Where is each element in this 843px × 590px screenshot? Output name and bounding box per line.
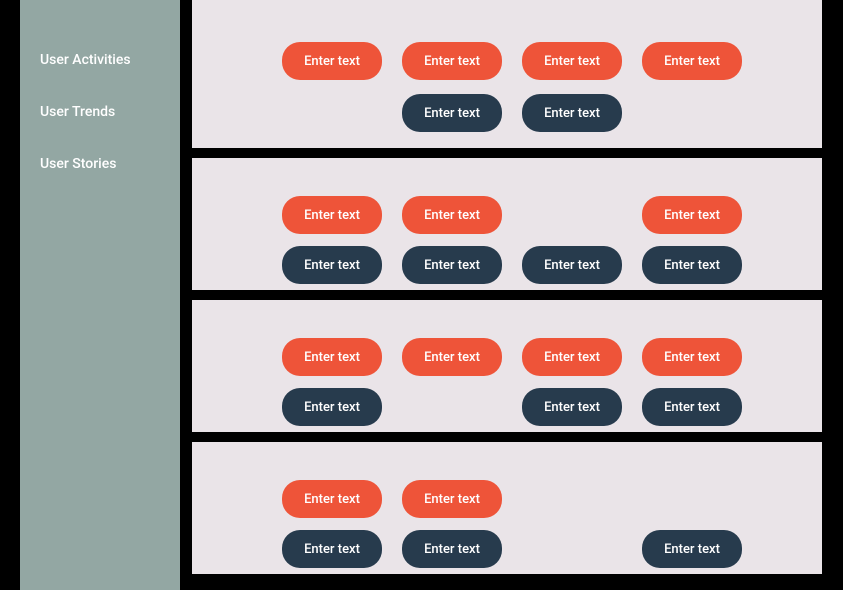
card-label: Enter text (664, 400, 720, 415)
story-card[interactable]: Enter text (642, 388, 742, 426)
story-card[interactable]: Enter text (522, 338, 622, 376)
card-label: Enter text (424, 350, 480, 365)
story-card[interactable]: Enter text (522, 388, 622, 426)
story-card[interactable]: Enter text (402, 196, 502, 234)
card-label: Enter text (664, 54, 720, 69)
story-card[interactable]: Enter text (282, 196, 382, 234)
panel-1: Enter text Enter text Enter text Enter text… (192, 158, 822, 290)
story-card[interactable]: Enter text (642, 530, 742, 568)
story-card[interactable]: Enter text (522, 42, 622, 80)
story-card[interactable]: Enter text (282, 246, 382, 284)
story-card[interactable]: Enter text (282, 480, 382, 518)
panel-2: Enter text Enter text Enter text Enter text… (192, 300, 822, 432)
sidebar-item-activities[interactable]: User Activities (20, 52, 180, 68)
card-label: Enter text (424, 106, 480, 121)
card-label: Enter text (544, 54, 600, 69)
story-card[interactable]: Enter text (522, 246, 622, 284)
story-card[interactable]: Enter text (402, 246, 502, 284)
card-label: Enter text (664, 350, 720, 365)
story-card[interactable]: Enter text (402, 94, 502, 132)
sidebar-item-stories[interactable]: User Stories (20, 156, 180, 172)
card-label: Enter text (424, 542, 480, 557)
story-card[interactable]: Enter text (282, 388, 382, 426)
card-label: Enter text (304, 492, 360, 507)
card-label: Enter text (304, 54, 360, 69)
card-label: Enter text (304, 258, 360, 273)
card-label: Enter text (424, 54, 480, 69)
story-card[interactable]: Enter text (402, 42, 502, 80)
story-card[interactable]: Enter text (402, 530, 502, 568)
story-card[interactable]: Enter text (522, 94, 622, 132)
story-card[interactable]: Enter text (282, 530, 382, 568)
story-card[interactable]: Enter text (642, 246, 742, 284)
story-card[interactable]: Enter text (282, 42, 382, 80)
card-label: Enter text (544, 350, 600, 365)
story-card[interactable]: Enter text (402, 480, 502, 518)
card-label: Enter text (544, 400, 600, 415)
card-label: Enter text (544, 106, 600, 121)
panel-0: Enter text Enter text Enter text Enter text… (192, 0, 822, 148)
card-label: Enter text (664, 258, 720, 273)
sidebar: User Activities User Trends User Stories (20, 0, 180, 590)
card-label: Enter text (664, 542, 720, 557)
panel-3: Enter text Enter text Enter text Enter text… (192, 442, 822, 574)
card-label: Enter text (304, 208, 360, 223)
canvas: User Activities User Trends User Stories… (0, 0, 843, 590)
card-label: Enter text (304, 400, 360, 415)
card-label: Enter text (664, 208, 720, 223)
card-label: Enter text (424, 258, 480, 273)
story-card[interactable]: Enter text (282, 338, 382, 376)
card-label: Enter text (304, 350, 360, 365)
card-label: Enter text (424, 492, 480, 507)
card-label: Enter text (424, 208, 480, 223)
card-label: Enter text (544, 258, 600, 273)
story-card[interactable]: Enter text (402, 338, 502, 376)
sidebar-item-trends[interactable]: User Trends (20, 104, 180, 120)
story-card[interactable]: Enter text (642, 338, 742, 376)
story-card[interactable]: Enter text (642, 42, 742, 80)
card-label: Enter text (304, 542, 360, 557)
story-card[interactable]: Enter text (642, 196, 742, 234)
